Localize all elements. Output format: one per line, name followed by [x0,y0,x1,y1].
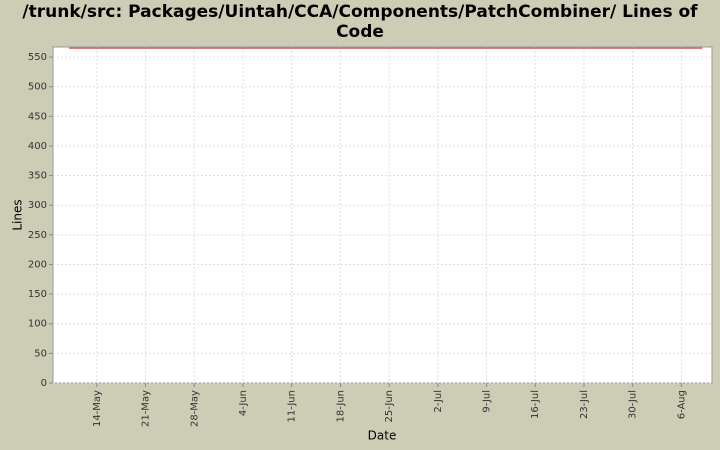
y-tick-label: 550 [28,52,47,63]
x-tick-label: 23-Jul [579,390,590,419]
y-tick-label: 450 [28,111,47,122]
y-tick-label: 50 [34,348,47,359]
y-tick-label: 300 [28,200,47,211]
x-tick-label: 18-Jun [335,390,346,423]
x-tick-label: 28-May [189,390,200,427]
x-tick-label: 4-Jun [238,390,249,416]
y-tick-label: 200 [28,259,47,270]
x-tick-label: 30-Jul [628,390,639,419]
y-tick-label: 250 [28,230,47,241]
y-tick-label: 350 [28,171,47,182]
y-axis-label: Lines [11,199,25,230]
x-tick-label: 2-Jul [433,390,444,413]
y-tick-label: 150 [28,289,47,300]
x-tick-label: 14-May [92,390,103,427]
y-tick-label: 100 [28,319,47,330]
x-tick-label: 21-May [141,390,152,427]
x-tick-label: 16-Jul [530,390,541,419]
plot-area [52,46,713,384]
x-tick-label: 9-Jul [482,390,493,413]
x-tick-label: 6-Aug [676,390,687,419]
chart-title: /trunk/src: Packages/Uintah/CCA/Componen… [22,2,698,42]
x-tick-label: 25-Jun [384,390,395,423]
x-tick-label: 11-Jun [287,390,298,423]
y-tick-label: 0 [41,378,47,389]
x-axis-label: Date [368,429,397,443]
y-tick-label: 400 [28,141,47,152]
y-tick-label: 500 [28,82,47,93]
